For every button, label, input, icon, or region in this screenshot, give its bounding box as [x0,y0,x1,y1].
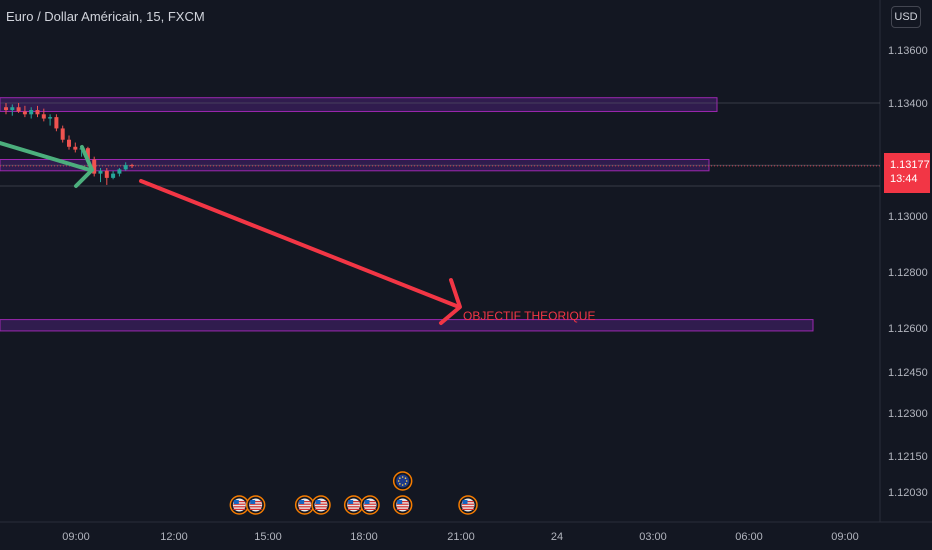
time-tick-label: 24 [551,531,563,543]
price-tick-label: 1.13600 [888,45,928,57]
price-tick-label: 1.12030 [888,487,928,499]
price-tick-label: 1.12300 [888,408,928,420]
us-event-icon[interactable] [294,495,315,515]
us-event-icon[interactable] [311,495,331,515]
candle-body [73,146,78,150]
candle-body [41,114,46,119]
time-tick-label: 09:00 [62,531,90,543]
us-event-icon[interactable] [392,495,413,515]
grid-lines [0,0,932,523]
candle-body [98,170,103,174]
time-tick-label: 09:00 [831,531,859,543]
time-tick-label: 12:00 [160,531,188,543]
bar-countdown: 13:44 [890,173,918,185]
drawing-arrows: OBJECTIF THEORIQUE [0,141,595,325]
us-event-icon[interactable] [245,495,266,515]
candle-body [48,117,53,119]
objective-label: OBJECTIF THEORIQUE [463,309,595,323]
candle-body [35,110,40,115]
price-zone[interactable] [0,97,718,112]
green-arrow-shaft [0,141,92,172]
candle-body [29,110,34,115]
supply-demand-zones [0,97,880,332]
candle-body [60,128,65,140]
price-zone[interactable] [0,319,814,332]
candle-body [92,159,97,174]
time-tick-label: 15:00 [254,531,282,543]
candle-body [85,148,90,160]
us-event-icon[interactable] [229,495,250,515]
time-tick-label: 21:00 [447,531,475,543]
candle-body [16,107,21,112]
price-tick-label: 1.12150 [888,451,928,463]
candle-body [104,170,109,178]
red-arrow-shaft [139,179,461,309]
candle-body [22,111,27,115]
candle-body [117,169,122,174]
candle-body [4,107,8,111]
price-axis[interactable]: 1.13600 1.13400 1.13000 1.12800 1.12600 1.124… [888,45,928,499]
candle-body [111,173,116,178]
us-event-icon[interactable] [360,495,380,515]
us-event-icon[interactable] [458,495,478,515]
time-axis[interactable]: 09:00 12:00 15:00 18:00 21:00 24 03:00 06:00 09:… [62,531,859,543]
currency-button[interactable]: USD [891,6,921,28]
us-event-icon[interactable] [343,495,364,515]
time-tick-label: 18:00 [350,531,378,543]
current-price-tag: 1.13177 13:44 [884,153,930,193]
price-tick-label: 1.12600 [888,323,928,335]
symbol-title[interactable]: Euro / Dollar Américain, 15, FXCM [6,9,205,24]
candle-body [54,117,59,129]
economic-events-row[interactable] [229,471,478,515]
price-tick-label: 1.12450 [888,367,928,379]
candle-body [67,139,71,147]
green-arrow-head [74,145,94,188]
candle-body [123,165,128,170]
candle-body [10,107,15,111]
eu-event-icon[interactable] [392,471,413,491]
current-price: 1.13177 [890,159,930,171]
price-tick-label: 1.13400 [888,98,928,110]
time-tick-label: 06:00 [735,531,763,543]
price-tick-label: 1.13000 [888,211,928,223]
price-tick-label: 1.12800 [888,267,928,279]
red-arrow-head [439,278,462,325]
candlestick-series [4,103,134,185]
candle-body [130,165,134,167]
time-tick-label: 03:00 [639,531,667,543]
